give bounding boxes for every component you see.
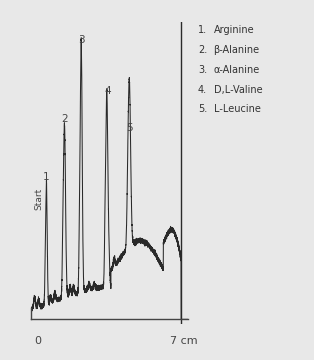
Text: 1.: 1. bbox=[198, 25, 207, 35]
Text: α-Alanine: α-Alanine bbox=[214, 65, 260, 75]
Text: D,L-Valine: D,L-Valine bbox=[214, 85, 262, 95]
Text: 3: 3 bbox=[78, 35, 85, 45]
Text: 0: 0 bbox=[34, 336, 41, 346]
Text: 4: 4 bbox=[105, 86, 111, 96]
Text: β-Alanine: β-Alanine bbox=[214, 45, 260, 55]
Text: L-Leucine: L-Leucine bbox=[214, 104, 260, 114]
Text: 7 cm: 7 cm bbox=[171, 336, 198, 346]
Text: 2.: 2. bbox=[198, 45, 207, 55]
Text: 4.: 4. bbox=[198, 85, 207, 95]
Text: 5: 5 bbox=[127, 123, 133, 133]
Text: Start: Start bbox=[35, 187, 44, 210]
Text: Arginine: Arginine bbox=[214, 25, 254, 35]
Text: 2: 2 bbox=[62, 114, 68, 124]
Text: 3.: 3. bbox=[198, 65, 207, 75]
Text: 5.: 5. bbox=[198, 104, 207, 114]
Text: 1: 1 bbox=[43, 172, 50, 182]
